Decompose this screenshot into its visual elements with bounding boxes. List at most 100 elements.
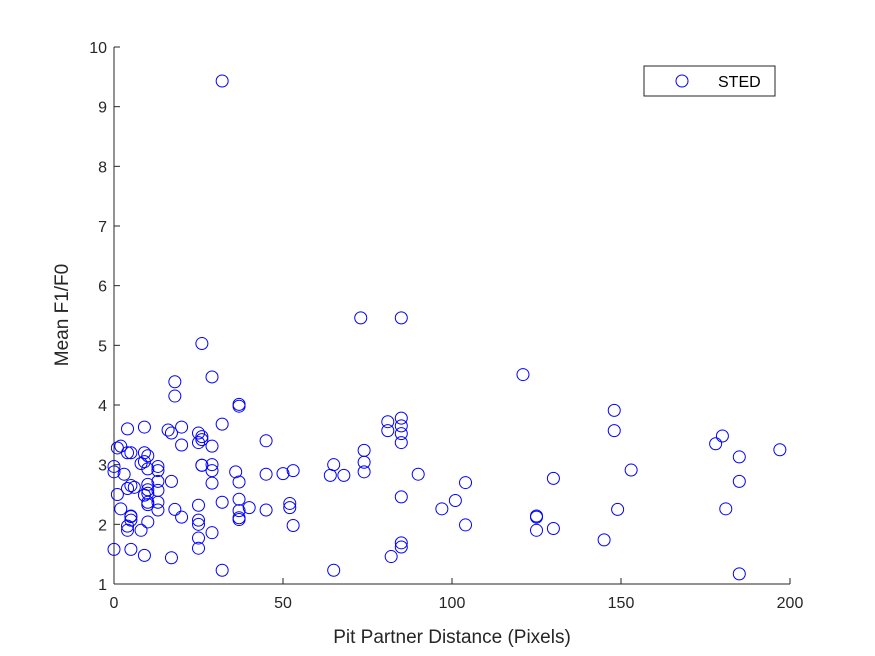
data-point — [175, 438, 189, 452]
y-tick-label: 5 — [98, 338, 107, 355]
x-tick-label: 100 — [439, 595, 466, 612]
legend: STED — [643, 65, 776, 97]
data-point — [107, 542, 121, 556]
data-point — [114, 502, 128, 516]
data-point — [121, 523, 135, 537]
data-point — [283, 501, 297, 515]
data-point — [530, 523, 543, 537]
data-point — [137, 420, 151, 434]
data-point — [114, 439, 128, 453]
y-tick-label: 2 — [98, 517, 107, 534]
data-point — [121, 519, 135, 533]
legend-marker — [675, 74, 689, 88]
data-point — [259, 467, 273, 481]
data-point — [205, 464, 219, 478]
data-point — [195, 458, 209, 472]
axes: 0 50 100 150 200 1 2 3 4 5 6 7 8 9 10 — [89, 40, 803, 612]
data-point — [357, 465, 371, 479]
data-point — [394, 427, 408, 441]
data-point — [286, 519, 300, 533]
data-point — [141, 462, 155, 476]
data-point — [732, 450, 746, 464]
data-point — [715, 429, 729, 443]
x-tick-label: 50 — [274, 595, 292, 612]
x-ticks: 0 50 100 150 200 — [110, 578, 804, 612]
data-point — [773, 443, 787, 457]
y-tick-label: 7 — [98, 219, 107, 236]
data-point — [232, 504, 246, 518]
data-point — [259, 434, 273, 448]
data-point — [435, 502, 449, 516]
y-tick-label: 4 — [98, 398, 107, 415]
data-point — [732, 567, 746, 581]
data-point — [192, 498, 205, 512]
data-point — [381, 424, 395, 438]
data-point — [141, 486, 155, 500]
data-point — [124, 446, 138, 460]
data-point — [168, 375, 182, 389]
data-point — [732, 474, 746, 488]
data-point — [151, 464, 165, 478]
data-point — [394, 411, 408, 425]
y-tick-label: 1 — [98, 577, 107, 594]
data-point — [337, 468, 351, 482]
y-tick-label: 10 — [89, 40, 107, 57]
data-point — [121, 422, 135, 436]
data-point — [192, 426, 205, 440]
data-point — [411, 467, 425, 481]
data-point — [354, 311, 368, 325]
data-point — [232, 492, 246, 506]
y-ticks: 1 2 3 4 5 6 7 8 9 10 — [89, 40, 120, 594]
data-point — [117, 467, 131, 481]
data-point — [192, 513, 205, 527]
data-point — [215, 563, 229, 577]
data-point — [195, 337, 209, 351]
data-points — [107, 74, 787, 581]
data-point — [205, 526, 219, 540]
data-point — [107, 465, 121, 479]
data-point — [232, 513, 246, 527]
data-point — [546, 522, 560, 536]
data-point — [151, 495, 165, 509]
data-point — [597, 533, 611, 547]
y-axis-title: Mean F1/F0 — [52, 264, 73, 366]
data-point — [242, 501, 256, 515]
data-point — [164, 551, 178, 565]
data-point — [141, 515, 155, 529]
y-tick-label: 9 — [98, 100, 107, 117]
data-point — [357, 455, 371, 469]
y-tick-label: 3 — [98, 458, 107, 475]
data-point — [192, 517, 205, 531]
data-point — [719, 502, 733, 516]
x-tick-label: 200 — [777, 595, 804, 612]
data-point — [195, 430, 209, 444]
data-point — [124, 542, 138, 556]
data-point — [205, 458, 219, 472]
x-tick-label: 0 — [110, 595, 119, 612]
data-point — [394, 436, 408, 450]
data-point — [229, 465, 243, 479]
data-point — [121, 446, 135, 460]
data-point — [276, 467, 290, 481]
data-point — [107, 459, 121, 473]
data-point — [709, 437, 723, 451]
data-point — [215, 495, 229, 509]
data-point — [327, 563, 341, 577]
data-point — [121, 482, 135, 496]
data-point — [168, 389, 182, 403]
data-point — [394, 311, 408, 325]
data-point — [459, 518, 473, 532]
data-point — [205, 370, 219, 384]
x-tick-label: 150 — [608, 595, 635, 612]
data-point — [327, 458, 341, 472]
data-point — [175, 420, 189, 434]
data-point — [394, 490, 408, 504]
data-point — [215, 417, 229, 431]
data-point — [164, 474, 178, 488]
data-point — [134, 523, 148, 537]
data-point — [168, 502, 182, 516]
data-point — [232, 399, 246, 413]
legend-label-sted: STED — [718, 74, 761, 91]
data-point — [448, 493, 462, 507]
data-point — [394, 540, 408, 554]
